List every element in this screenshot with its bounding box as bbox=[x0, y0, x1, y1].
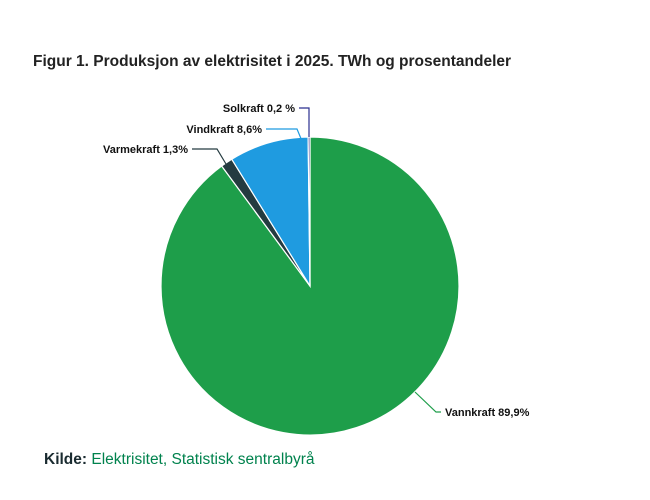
source-note: Kilde: Elektrisitet, Statistisk sentralb… bbox=[44, 451, 314, 469]
chart-title: Figur 1. Produksjon av elektrisitet i 20… bbox=[33, 53, 512, 70]
data-label-vannkraft: Vannkraft 89,9% bbox=[445, 407, 530, 419]
leader-line-vannkraft bbox=[414, 391, 441, 413]
leader-line-varmekraft bbox=[192, 148, 227, 165]
leader-line-solkraft bbox=[299, 107, 310, 137]
source-label: Kilde: bbox=[44, 451, 88, 468]
data-label-solkraft: Solkraft 0,2 % bbox=[223, 103, 295, 115]
pie-slice-solkraft bbox=[307, 136, 311, 287]
data-label-vindkraft: Vindkraft 8,6% bbox=[186, 124, 262, 136]
source-link[interactable]: Elektrisitet, Statistisk sentralbyrå bbox=[91, 451, 315, 468]
leader-line-vindkraft bbox=[266, 128, 303, 142]
data-label-varmekraft: Varmekraft 1,3% bbox=[103, 144, 188, 156]
